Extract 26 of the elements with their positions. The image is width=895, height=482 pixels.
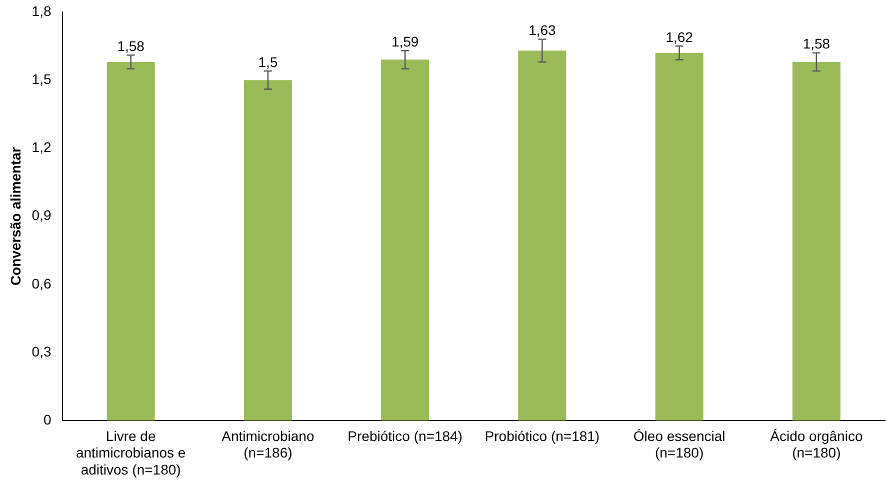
y-tick-label: 1,8 (32, 2, 52, 19)
x-tick-label: Óleo essencial (n=180) (633, 428, 726, 461)
bar (655, 52, 704, 421)
data-label: 1,58 (117, 38, 145, 54)
x-tick-label: Antimicrobiano (n=186) (222, 428, 314, 461)
x-tick-label: Ácido orgânico (n=180) (770, 428, 863, 461)
x-tick-label: Probiótico (n=181) (484, 428, 600, 444)
y-tick-label: 0,3 (32, 343, 52, 360)
x-tick-label: Livre de antimicrobianos e aditivos (n=180) (76, 428, 186, 478)
data-label: 1,58 (802, 36, 830, 52)
y-tick-label: 1,5 (32, 70, 52, 87)
y-tick-label: 0,9 (32, 207, 52, 224)
x-tick-label: Prebiótico (n=184) (348, 428, 462, 444)
y-axis-title: Conversão alimentar (7, 146, 24, 286)
bar (244, 80, 292, 421)
data-label: 1,59 (391, 33, 419, 50)
bar (792, 62, 840, 421)
data-label: 1,63 (528, 22, 556, 38)
y-tick-label: 0 (43, 411, 52, 428)
bar (381, 60, 430, 421)
bar (518, 50, 566, 421)
y-tick-label: 1,2 (32, 139, 52, 156)
y-tick-label: 0,6 (32, 275, 52, 292)
data-label: 1,5 (258, 54, 278, 70)
bar (106, 62, 155, 421)
data-label: 1,62 (666, 28, 694, 45)
